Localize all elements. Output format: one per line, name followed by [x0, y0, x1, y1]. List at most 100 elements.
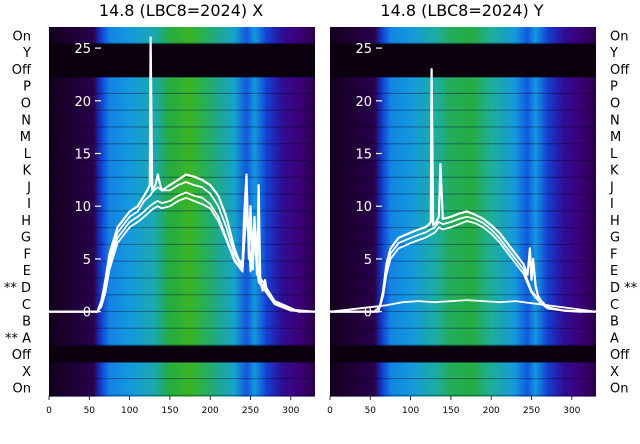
x-tick-label: 250: [242, 406, 259, 416]
series-line: [330, 215, 597, 313]
row-label: Off: [610, 348, 630, 363]
panel-title-y: 14.8 (LBC8=2024) Y: [380, 1, 543, 20]
heatmap-row: [330, 144, 596, 162]
heatmap-row-seam: [49, 126, 315, 128]
heatmap-row-seam: [49, 243, 315, 246]
heatmap-row-seam: [49, 159, 315, 162]
series-line: [49, 181, 316, 313]
heatmap-row: [330, 345, 596, 364]
row-label: E: [23, 264, 31, 279]
heatmap-row: [49, 43, 315, 62]
x-tick-label: 200: [483, 406, 500, 416]
series-line: [329, 299, 597, 313]
row-label: X: [22, 365, 31, 380]
row-label: F: [610, 247, 617, 262]
heatmap-row-seam: [49, 42, 315, 44]
heatmap-row: [330, 27, 596, 45]
heatmap-row: [330, 261, 596, 280]
row-label: ** D: [4, 281, 31, 296]
heatmap-row: [330, 278, 596, 296]
heatmap-row-seam: [49, 310, 315, 313]
x-tick-label: 300: [563, 406, 580, 416]
heatmap-row-seam: [330, 361, 596, 363]
row-label: On: [13, 382, 31, 397]
heatmap-row-seam: [49, 277, 315, 279]
heatmap-row-seam: [49, 378, 315, 380]
y-tick-label: 5: [83, 253, 91, 268]
heatmap-row: [330, 127, 596, 146]
heatmap-row-seam: [49, 361, 315, 363]
row-label: G: [610, 231, 620, 246]
y-tick-label: 0: [83, 306, 91, 321]
x-tick-label: 0: [46, 406, 52, 416]
heatmap-row: [330, 328, 596, 347]
heatmap-row: [330, 161, 596, 179]
row-label: X: [610, 365, 619, 380]
heatmap-row-seam: [330, 310, 596, 313]
heatmap-row-seam: [330, 76, 596, 78]
row-label: C: [22, 298, 31, 313]
heatmap-row-seam: [49, 327, 315, 329]
heatmap-row-seam: [330, 327, 596, 329]
heatmap-row-seam: [330, 42, 596, 44]
heatmap-row: [49, 161, 315, 179]
heatmap-row-seam: [49, 260, 315, 262]
series-line: [330, 68, 596, 313]
x-tick-label: 50: [365, 406, 377, 416]
row-label: F: [24, 247, 31, 262]
row-label: Y: [609, 46, 618, 61]
x-tick-label: 100: [402, 406, 419, 416]
row-label: B: [610, 315, 619, 330]
y-tick-label: 0: [364, 306, 372, 321]
x-tick-label: 200: [202, 406, 219, 416]
y-tick-label: 25: [355, 42, 372, 57]
heatmap-row: [49, 362, 315, 380]
heatmap-row-seam: [49, 59, 315, 61]
heatmap-row: [330, 362, 596, 380]
row-label: Y: [22, 46, 31, 61]
x-tick-label: 150: [442, 406, 459, 416]
heatmap-row: [330, 77, 596, 95]
heatmap-row-seam: [330, 92, 596, 95]
x-tick-label: 100: [121, 406, 138, 416]
y-tick-label: 15: [74, 148, 91, 163]
heatmap-row: [49, 110, 315, 129]
heatmap-row-seam: [330, 243, 596, 246]
row-label: H: [21, 214, 31, 229]
heatmap-row: [49, 94, 315, 112]
heatmap-row: [330, 110, 596, 129]
heatmap-row: [49, 345, 315, 364]
row-label: B: [22, 315, 31, 330]
heatmap-row-seam: [330, 143, 596, 145]
heatmap-row: [49, 379, 315, 397]
row-label: M: [20, 130, 31, 145]
heatmap-row-seam: [330, 394, 596, 396]
heatmap-row: [330, 60, 596, 78]
y-tick-label: 20: [355, 95, 372, 110]
heatmap-row: [330, 379, 596, 397]
x-tick-label: 300: [282, 406, 299, 416]
heatmap-row-seam: [330, 59, 596, 61]
series-line: [49, 196, 316, 313]
heatmap-row: [49, 228, 315, 246]
row-label: N: [21, 113, 31, 128]
heatmap-row: [49, 295, 315, 313]
heatmap-row: [49, 127, 315, 146]
heatmap-row: [49, 177, 315, 196]
row-label: P: [23, 80, 31, 95]
x-tick-label: 0: [327, 406, 333, 416]
heatmap-row-seam: [330, 193, 596, 195]
y-tick-label: 25: [74, 42, 91, 57]
x-axis: 0 50 100 150 200 250 300: [46, 396, 300, 416]
y-tick-label: 10: [355, 200, 372, 215]
heatmap-row-seam: [330, 159, 596, 162]
row-label: L: [24, 147, 32, 162]
row-label: On: [610, 382, 628, 397]
row-label: O: [21, 96, 31, 111]
heatmap-row-seam: [330, 344, 596, 346]
y-tick-label: 20: [74, 95, 91, 110]
row-label: G: [21, 231, 31, 246]
